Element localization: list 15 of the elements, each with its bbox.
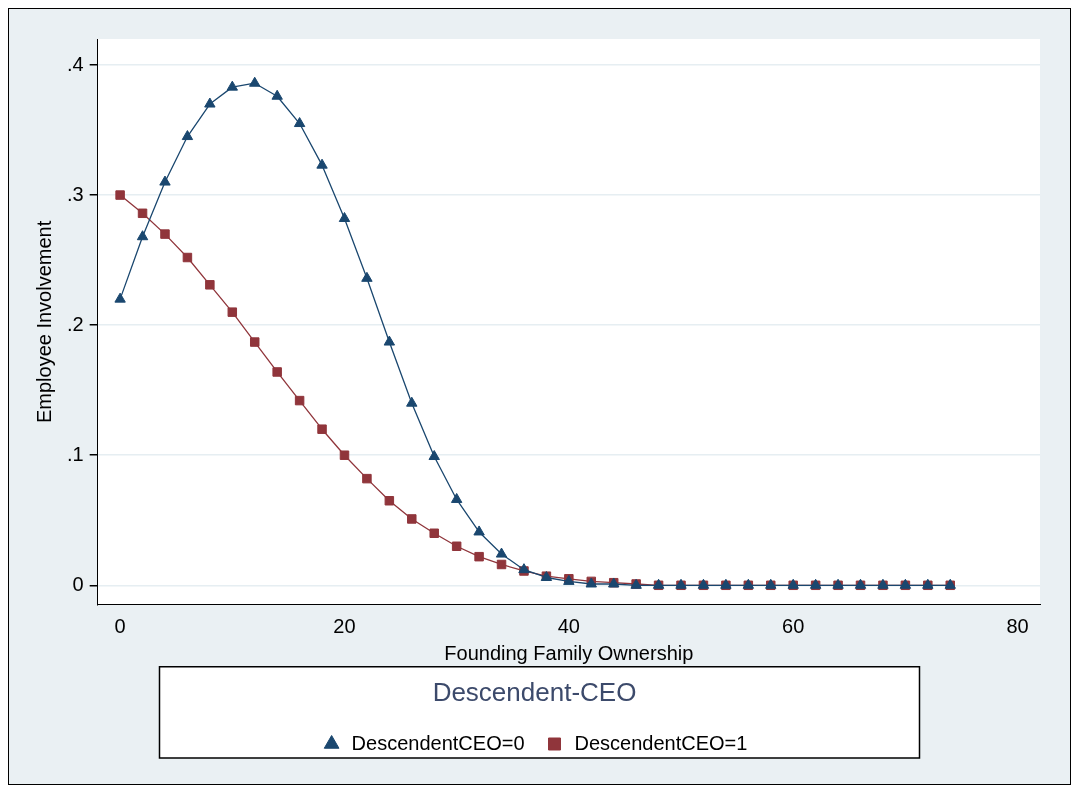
y-tick-label: 0: [72, 572, 84, 595]
x-axis-title: Founding Family Ownership: [444, 642, 694, 665]
legend-label: DescendentCEO=1: [574, 731, 748, 754]
x-tick-label: 60: [782, 615, 805, 638]
legend-title: Descendent-CEO: [432, 676, 637, 707]
legend-label: DescendentCEO=0: [351, 731, 525, 754]
x-tick-label: 40: [557, 615, 580, 638]
y-tick-label: .1: [66, 442, 84, 465]
x-tick-label: 20: [333, 615, 356, 638]
y-axis-title: Employee Involvement: [32, 220, 55, 424]
y-tick-label: .4: [66, 52, 84, 75]
x-tick-label: 0: [114, 615, 126, 638]
y-tick-label: .2: [66, 312, 84, 335]
x-tick-label: 80: [1006, 615, 1029, 638]
y-tick-label: .3: [66, 182, 84, 205]
